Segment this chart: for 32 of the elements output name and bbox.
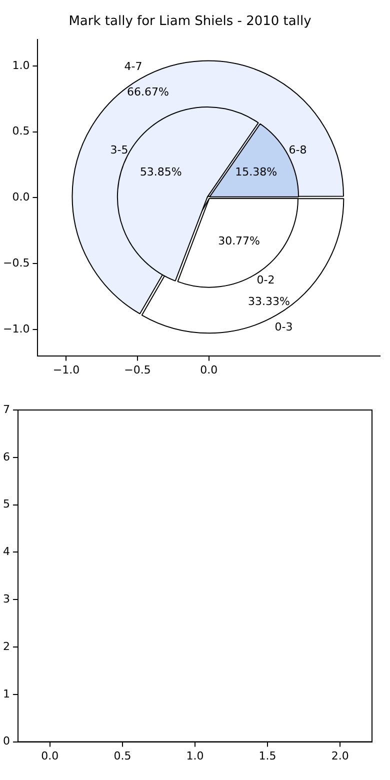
y-tick-label: 6 [3, 450, 10, 464]
slice-label: 0-2 [256, 273, 275, 286]
x-tick-label: 2.0 [331, 749, 349, 762]
chart-title: Mark tally for Liam Shiels - 2010 tally [68, 14, 312, 30]
slice-label: 3-5 [110, 143, 128, 156]
slice-label: 4-7 [124, 60, 142, 74]
x-tick-label: −1.0 [52, 363, 80, 376]
data-label: 53.85% [140, 165, 182, 178]
data-label: 30.77% [218, 234, 260, 248]
y-tick-label: 4 [3, 545, 10, 558]
data-label: 66.67% [127, 86, 170, 99]
x-tick-label: −0.5 [124, 363, 151, 376]
x-tick-label: 1.5 [258, 749, 276, 762]
y-tick-label: 2 [3, 640, 10, 653]
y-tick-label: −1.0 [2, 322, 30, 336]
x-tick-label: 0.5 [114, 749, 132, 762]
slice-label: 0-3 [274, 320, 293, 334]
y-tick-label: 7 [3, 402, 10, 416]
x-tick-label: 0.0 [200, 363, 218, 376]
y-tick-label: 3 [3, 592, 10, 606]
y-tick-label: 0 [3, 734, 10, 748]
x-tick-label: 0.0 [41, 749, 59, 762]
y-tick-label: 5 [3, 498, 10, 511]
y-tick-label: 1 [3, 687, 10, 700]
data-label: 33.33% [248, 295, 290, 308]
y-tick-label: 1.0 [12, 58, 30, 72]
x-tick-label: 1.0 [186, 749, 204, 762]
y-tick-label: 0.5 [12, 124, 30, 138]
data-label: 15.38% [235, 165, 278, 178]
y-tick-label: −0.5 [2, 256, 30, 270]
y-tick-label: 0.0 [12, 190, 30, 204]
slice-label: 6-8 [288, 144, 307, 157]
